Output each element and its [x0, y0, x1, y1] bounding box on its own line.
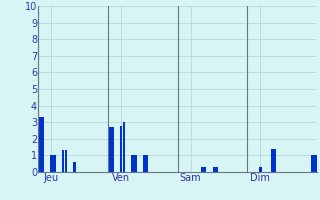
Bar	[212, 167, 215, 172]
Bar	[123, 122, 125, 172]
Bar	[146, 155, 148, 172]
Bar	[215, 167, 218, 172]
Bar	[274, 149, 276, 172]
Bar	[53, 155, 56, 172]
Bar	[65, 150, 67, 172]
Bar	[143, 155, 146, 172]
Bar	[204, 167, 206, 172]
Bar	[131, 155, 134, 172]
Bar	[270, 149, 273, 172]
Bar	[73, 162, 76, 172]
Bar	[314, 155, 317, 172]
Bar	[50, 155, 53, 172]
Bar	[201, 167, 204, 172]
Bar	[111, 127, 114, 172]
Bar	[42, 117, 44, 172]
Bar	[259, 167, 261, 172]
Bar	[311, 155, 314, 172]
Bar	[62, 150, 64, 172]
Bar	[38, 117, 41, 172]
Bar	[120, 126, 122, 172]
Bar	[108, 127, 111, 172]
Bar	[134, 155, 137, 172]
